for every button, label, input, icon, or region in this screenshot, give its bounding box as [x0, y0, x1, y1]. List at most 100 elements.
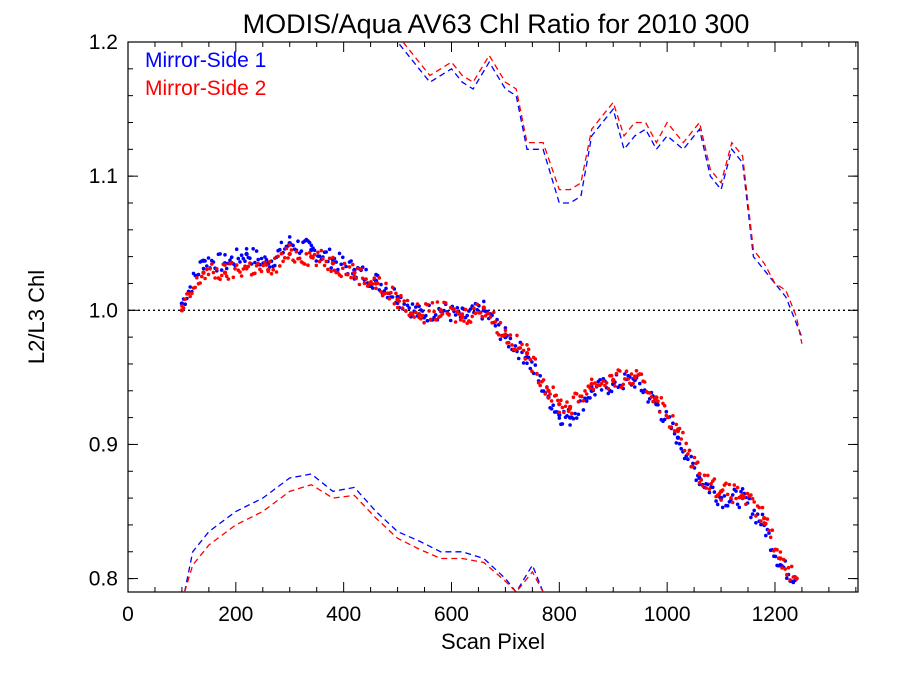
data-point	[786, 565, 791, 570]
data-point	[560, 422, 565, 426]
data-point	[571, 395, 576, 400]
series-2-point-30	[794, 576, 799, 581]
data-point	[533, 357, 538, 361]
data-point	[190, 291, 194, 296]
data-point	[337, 251, 342, 256]
data-point	[570, 411, 574, 416]
data-point	[269, 271, 274, 276]
data-point	[443, 301, 448, 305]
data-point	[322, 263, 327, 268]
data-point	[724, 481, 728, 486]
data-point	[631, 381, 635, 386]
data-point	[551, 403, 555, 408]
series-2-point-4	[266, 267, 271, 273]
data-point	[623, 372, 627, 376]
data-point	[626, 377, 630, 381]
data-point	[463, 307, 468, 312]
data-point	[623, 377, 627, 381]
data-point	[734, 489, 738, 493]
data-point	[783, 567, 787, 571]
series-2-point-21	[611, 377, 616, 383]
data-point	[588, 396, 592, 400]
data-point	[525, 343, 529, 347]
data-point	[334, 260, 339, 264]
data-point	[492, 310, 496, 315]
data-point	[430, 301, 435, 305]
data-point	[551, 385, 555, 390]
data-point	[613, 384, 617, 388]
series-2-point-9	[373, 281, 379, 286]
data-point	[263, 255, 267, 259]
data-point	[672, 431, 677, 436]
data-point	[568, 423, 572, 427]
data-point	[557, 416, 562, 420]
data-point	[669, 425, 674, 429]
data-point	[268, 265, 272, 269]
series-2-point-3	[244, 265, 249, 270]
data-point	[415, 302, 420, 306]
x-tick-label-2: 400	[326, 603, 361, 626]
data-point	[241, 256, 246, 261]
series-2-point-27	[740, 493, 745, 498]
data-point	[360, 276, 365, 281]
data-point	[497, 333, 501, 337]
data-point	[576, 412, 581, 417]
data-point	[493, 320, 498, 324]
data-point	[651, 399, 655, 404]
data-point	[506, 344, 511, 349]
data-point	[760, 505, 765, 510]
data-point	[767, 531, 771, 535]
data-point	[712, 477, 717, 481]
data-point	[609, 373, 614, 378]
data-point	[601, 379, 606, 383]
x-tick-label-5: 1000	[644, 603, 691, 626]
data-point	[314, 259, 319, 263]
series-1-point-19	[567, 415, 573, 420]
data-point	[331, 255, 335, 260]
data-point	[618, 369, 622, 373]
data-point	[317, 254, 322, 258]
data-point	[234, 263, 239, 267]
data-point	[312, 252, 317, 257]
lower-bound-line-0	[183, 473, 544, 592]
data-point	[694, 478, 698, 483]
data-point	[420, 313, 425, 318]
data-point	[341, 266, 345, 271]
data-point	[405, 303, 410, 308]
data-point	[684, 441, 688, 446]
data-point	[562, 410, 566, 415]
series-2-point-18	[557, 402, 562, 407]
data-point	[720, 505, 725, 510]
data-point	[195, 275, 199, 280]
data-point	[591, 387, 596, 392]
data-point	[704, 486, 708, 490]
data-point	[307, 251, 312, 255]
y-tick-label-4: 1.2	[89, 31, 118, 54]
data-point	[390, 295, 395, 299]
data-point	[557, 410, 562, 415]
data-point	[757, 505, 761, 510]
data-point	[725, 492, 730, 497]
data-point	[302, 262, 307, 266]
data-point	[785, 572, 789, 577]
data-point	[183, 302, 187, 307]
data-point	[735, 502, 740, 507]
data-point	[565, 400, 569, 404]
data-point	[666, 415, 670, 420]
data-point	[730, 500, 735, 505]
data-point	[593, 381, 597, 385]
data-point	[424, 313, 428, 318]
data-point	[523, 357, 528, 361]
data-point	[475, 308, 480, 312]
data-point	[581, 399, 586, 403]
upper-bound-line-0	[262, 42, 803, 338]
data-point	[223, 253, 227, 257]
data-point	[390, 285, 395, 290]
data-point	[370, 282, 375, 286]
data-point	[516, 356, 521, 361]
data-point	[384, 281, 388, 286]
data-point	[341, 255, 345, 260]
data-point	[730, 493, 735, 497]
x-tick-label-1: 200	[218, 603, 253, 626]
